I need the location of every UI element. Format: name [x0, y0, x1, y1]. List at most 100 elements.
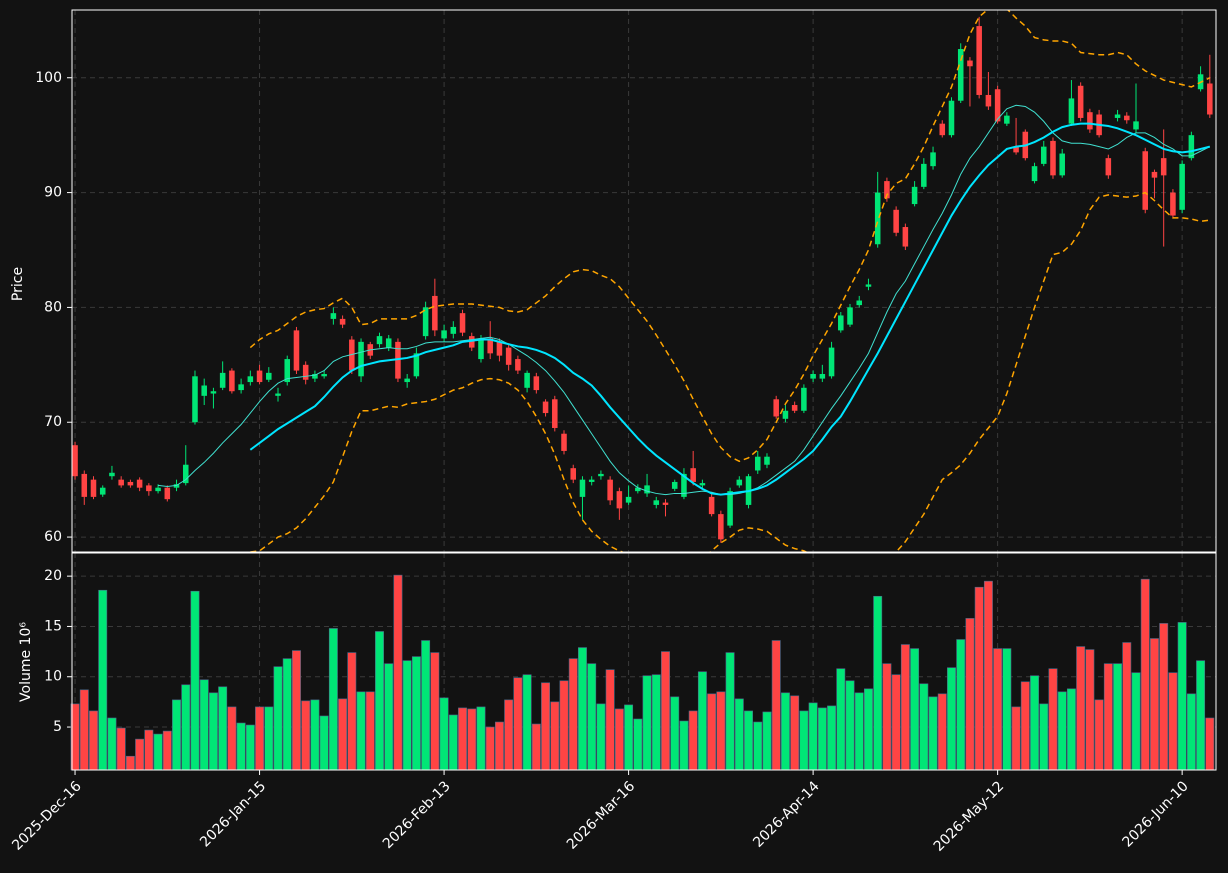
volume-bar: [458, 707, 467, 771]
candle-body: [764, 456, 770, 465]
volume-bar: [983, 580, 993, 771]
volume-bar: [1011, 706, 1021, 771]
volume-bar: [1122, 642, 1132, 771]
volume-bar: [1030, 675, 1039, 771]
candle-body: [505, 347, 512, 365]
y-axis-label: Price: [10, 267, 26, 301]
volume-bar: [384, 663, 394, 771]
volume-bar: [292, 650, 301, 771]
candle-body: [1031, 166, 1038, 182]
overlay-line: [250, 191, 1210, 552]
volume-bar: [624, 704, 634, 771]
candle-body: [856, 300, 863, 306]
volume-bar: [845, 680, 855, 771]
candle-body: [164, 487, 171, 500]
volume-bar: [900, 644, 910, 771]
volume-bar: [411, 656, 421, 771]
volume-bar: [1159, 623, 1169, 771]
volume-bar: [1066, 688, 1076, 771]
candle-body: [1188, 135, 1195, 159]
candle-body: [99, 487, 106, 495]
candle-body: [229, 370, 235, 392]
volume-bar: [568, 658, 578, 771]
candle-body: [293, 330, 300, 371]
volume-bar: [919, 683, 929, 771]
candle-body: [533, 376, 540, 391]
overlay-line: [249, 122, 1211, 496]
candle-body: [330, 313, 337, 319]
candle-body: [579, 479, 586, 497]
volume-bar: [762, 711, 772, 771]
volume-bar: [854, 692, 864, 771]
candle-body: [422, 307, 429, 337]
volume-bar: [808, 702, 818, 771]
candle-body: [515, 359, 521, 371]
y-tick-label: 20: [44, 568, 62, 584]
candle-body: [146, 485, 152, 492]
volume-bar: [642, 675, 652, 771]
volume-bar: [144, 729, 154, 771]
candle-body: [1077, 85, 1084, 118]
candle-body: [570, 468, 577, 480]
volume-bar: [928, 696, 938, 771]
volume-bar: [153, 733, 163, 771]
candle-body: [358, 341, 364, 377]
y-tick-label: 90: [44, 185, 62, 201]
candle-body: [219, 372, 226, 388]
candle-body: [201, 385, 207, 396]
volume-frame: [71, 552, 1217, 771]
volume-bar: [365, 691, 375, 771]
candle-body: [911, 186, 918, 205]
candle-body: [552, 399, 558, 428]
volume-bar: [688, 710, 698, 771]
candle-body: [828, 347, 835, 377]
volume-bar: [891, 674, 901, 771]
volume-bar: [1094, 699, 1104, 771]
volume-bar: [965, 618, 975, 771]
candle-body: [884, 181, 890, 199]
volume-bar: [550, 701, 560, 771]
volume-bar: [1131, 672, 1141, 771]
y-tick-label: 10: [44, 669, 62, 685]
candle-body: [173, 484, 180, 488]
candle-body: [1004, 115, 1010, 124]
volume-bar: [494, 721, 504, 771]
volume-bar: [476, 706, 486, 771]
volume-bar: [817, 707, 827, 771]
candle-body: [275, 393, 281, 396]
volume-bar: [504, 699, 514, 771]
volume-bar: [679, 720, 689, 771]
volume-bar: [328, 628, 338, 771]
y-tick-label: 70: [44, 414, 62, 430]
volume-bar: [79, 689, 89, 771]
volume-bar: [541, 682, 551, 771]
candle-body: [976, 26, 982, 95]
volume-bar: [864, 688, 873, 771]
candle-body: [413, 353, 420, 377]
candle-body: [1105, 158, 1112, 176]
y-tick-label: 15: [44, 618, 62, 634]
candle-body: [865, 284, 872, 287]
candle-body: [782, 410, 789, 419]
y-tick-label: 60: [44, 529, 62, 545]
volume-bar: [956, 639, 966, 771]
volume-axis-label: Volume 10⁶: [18, 622, 34, 702]
volume-bar: [513, 677, 523, 771]
y-tick-label: 80: [44, 299, 62, 315]
candle-body: [699, 483, 706, 486]
volume-bar: [273, 666, 283, 771]
candle-body: [256, 370, 263, 383]
candle-body: [155, 487, 161, 492]
volume-bar: [707, 693, 717, 771]
candle-body: [957, 49, 964, 101]
candle-body: [681, 473, 687, 497]
volume-bar: [910, 648, 920, 771]
candle-body: [247, 376, 254, 383]
candle-body: [838, 315, 844, 331]
candle-body: [1207, 83, 1213, 115]
volume-bar: [402, 660, 412, 771]
price-frame: [71, 9, 1217, 553]
candle-body: [893, 209, 899, 233]
volume-bar: [1085, 649, 1095, 771]
candle-body: [773, 399, 779, 417]
